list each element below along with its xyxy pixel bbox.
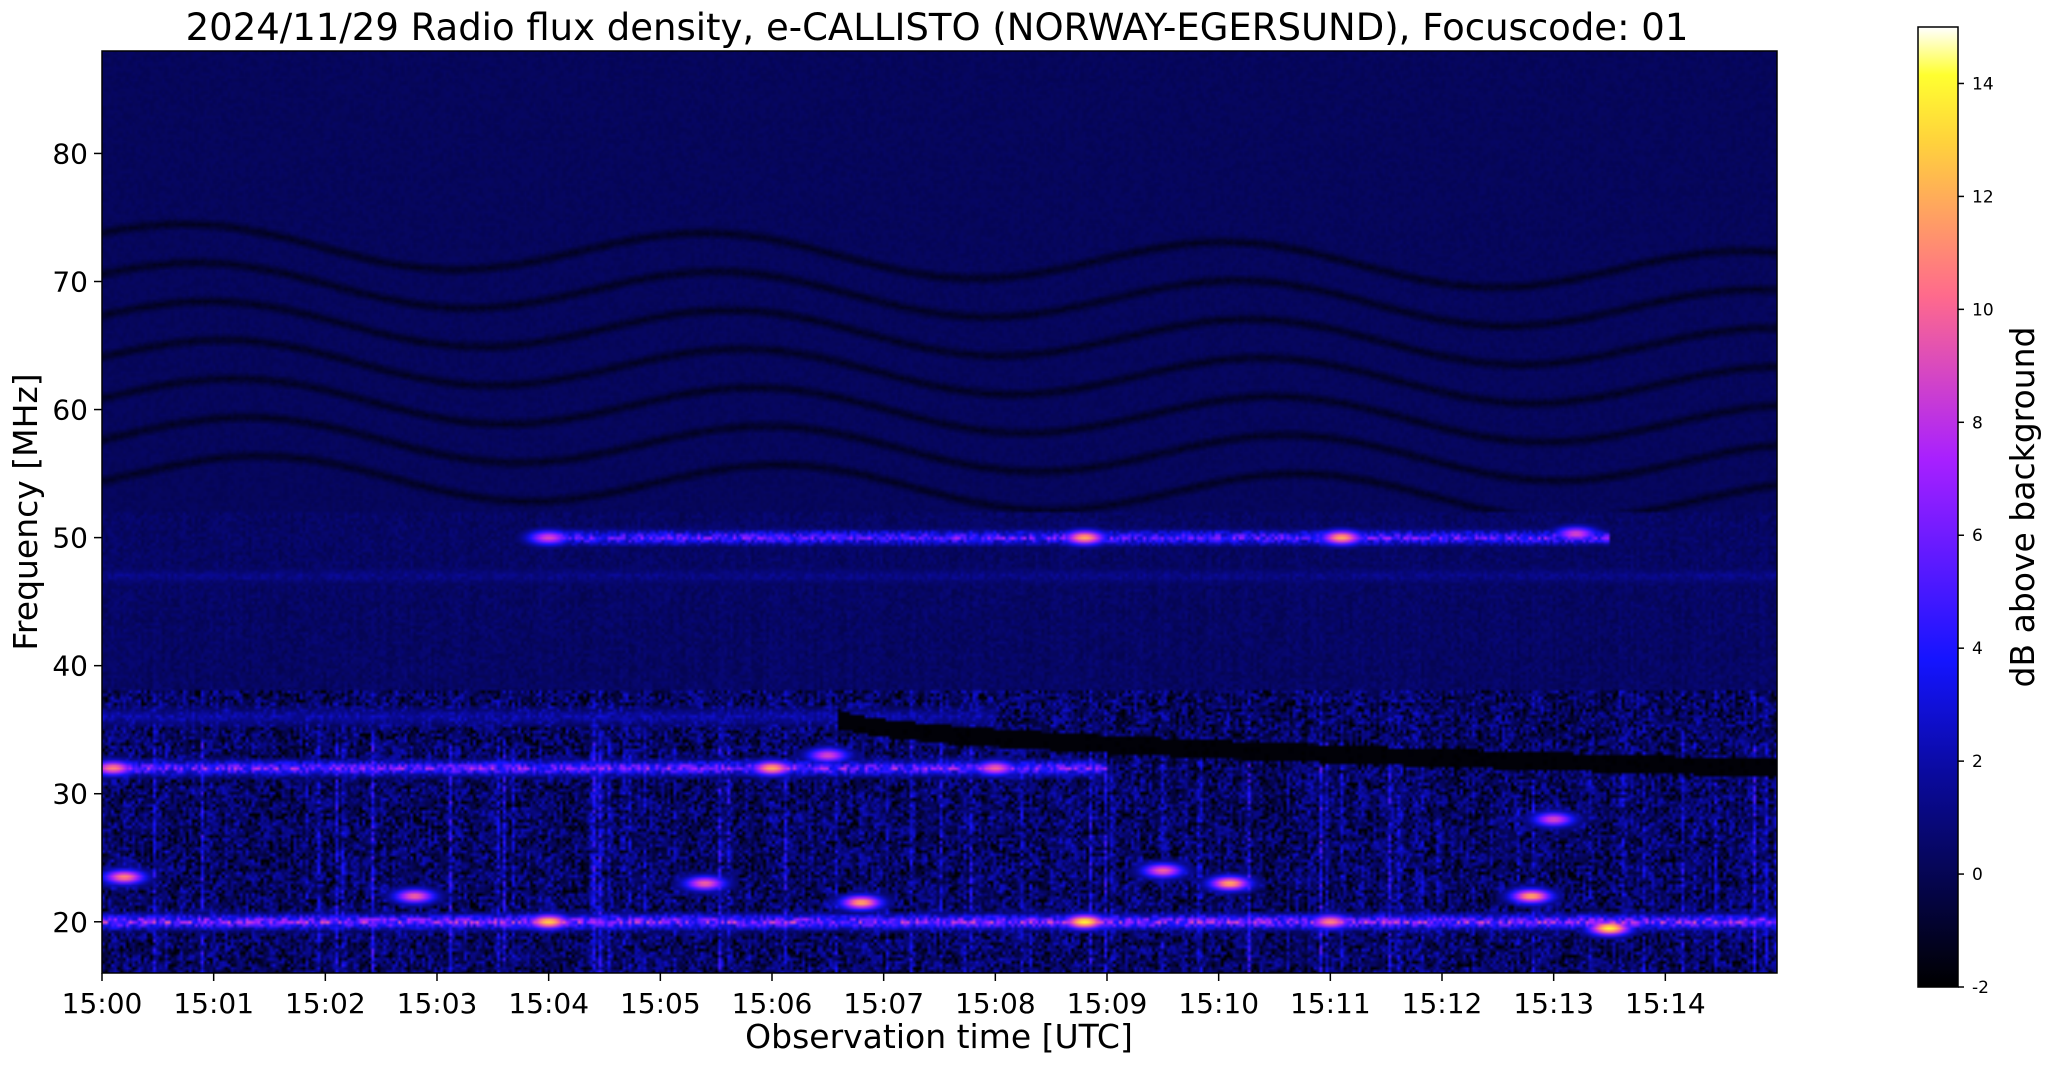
x-tick-label: 15:13 (1513, 987, 1594, 1020)
colorbar-tick-label: -2 (1972, 978, 1989, 998)
colorbar-tick-label: 2 (1972, 752, 1983, 772)
x-tick-label: 15:07 (843, 987, 924, 1020)
colorbar-bar (1918, 27, 1958, 987)
x-axis: 15:00 15:01 15:02 15:03 15:04 15:05 15:06 15:07… (62, 973, 1706, 1020)
colorbar-tick-label: 8 (1972, 413, 1983, 433)
spectrogram-heatmap (102, 51, 1777, 973)
colorbar-tick-label: 6 (1972, 526, 1983, 546)
y-tick-label: 70 (52, 266, 88, 299)
x-tick-label: 15:09 (1067, 987, 1148, 1020)
y-tick-label: 50 (52, 522, 88, 555)
colorbar-label: dB above background (2003, 327, 2042, 688)
y-axis: 20 30 40 50 60 70 80 (52, 137, 102, 939)
y-tick-label: 20 (52, 906, 88, 939)
x-tick-label: 15:11 (1290, 987, 1371, 1020)
y-tick-label: 40 (52, 650, 88, 683)
y-axis-label: Frequency [MHz] (6, 373, 45, 650)
x-tick-label: 15:14 (1625, 987, 1706, 1020)
x-tick-label: 15:04 (508, 987, 589, 1020)
x-axis-label: Observation time [UTC] (745, 1017, 1133, 1056)
y-tick-label: 60 (52, 394, 88, 427)
x-tick-label: 15:10 (1178, 987, 1259, 1020)
colorbar-tick-label: 10 (1972, 300, 1994, 320)
x-tick-label: 15:06 (732, 987, 813, 1020)
plot-area (101, 50, 1778, 974)
x-tick-label: 15:00 (62, 987, 143, 1020)
x-tick-label: 15:05 (620, 987, 701, 1020)
y-tick-label: 30 (52, 778, 88, 811)
x-tick-label: 15:12 (1402, 987, 1483, 1020)
colorbar: -2 0 2 4 6 8 10 12 14 dB above background (1917, 26, 2042, 998)
colorbar-frame (1917, 26, 1959, 988)
x-tick-label: 15:01 (173, 987, 254, 1020)
colorbar-tick-label: 14 (1972, 74, 1994, 94)
colorbar-tick-label: 12 (1972, 187, 1994, 207)
y-tick-label: 80 (52, 137, 88, 170)
x-tick-label: 15:02 (285, 987, 366, 1020)
chart-title: 2024/11/29 Radio flux density, e-CALLIST… (186, 6, 1689, 49)
x-tick-label: 15:08 (955, 987, 1036, 1020)
plot-frame (101, 50, 1778, 974)
colorbar-tick-label: 4 (1972, 639, 1983, 659)
colorbar-tick-label: 0 (1972, 865, 1983, 885)
colorbar-ticks: -2 0 2 4 6 8 10 12 14 (1958, 74, 1994, 998)
x-tick-label: 15:03 (397, 987, 478, 1020)
